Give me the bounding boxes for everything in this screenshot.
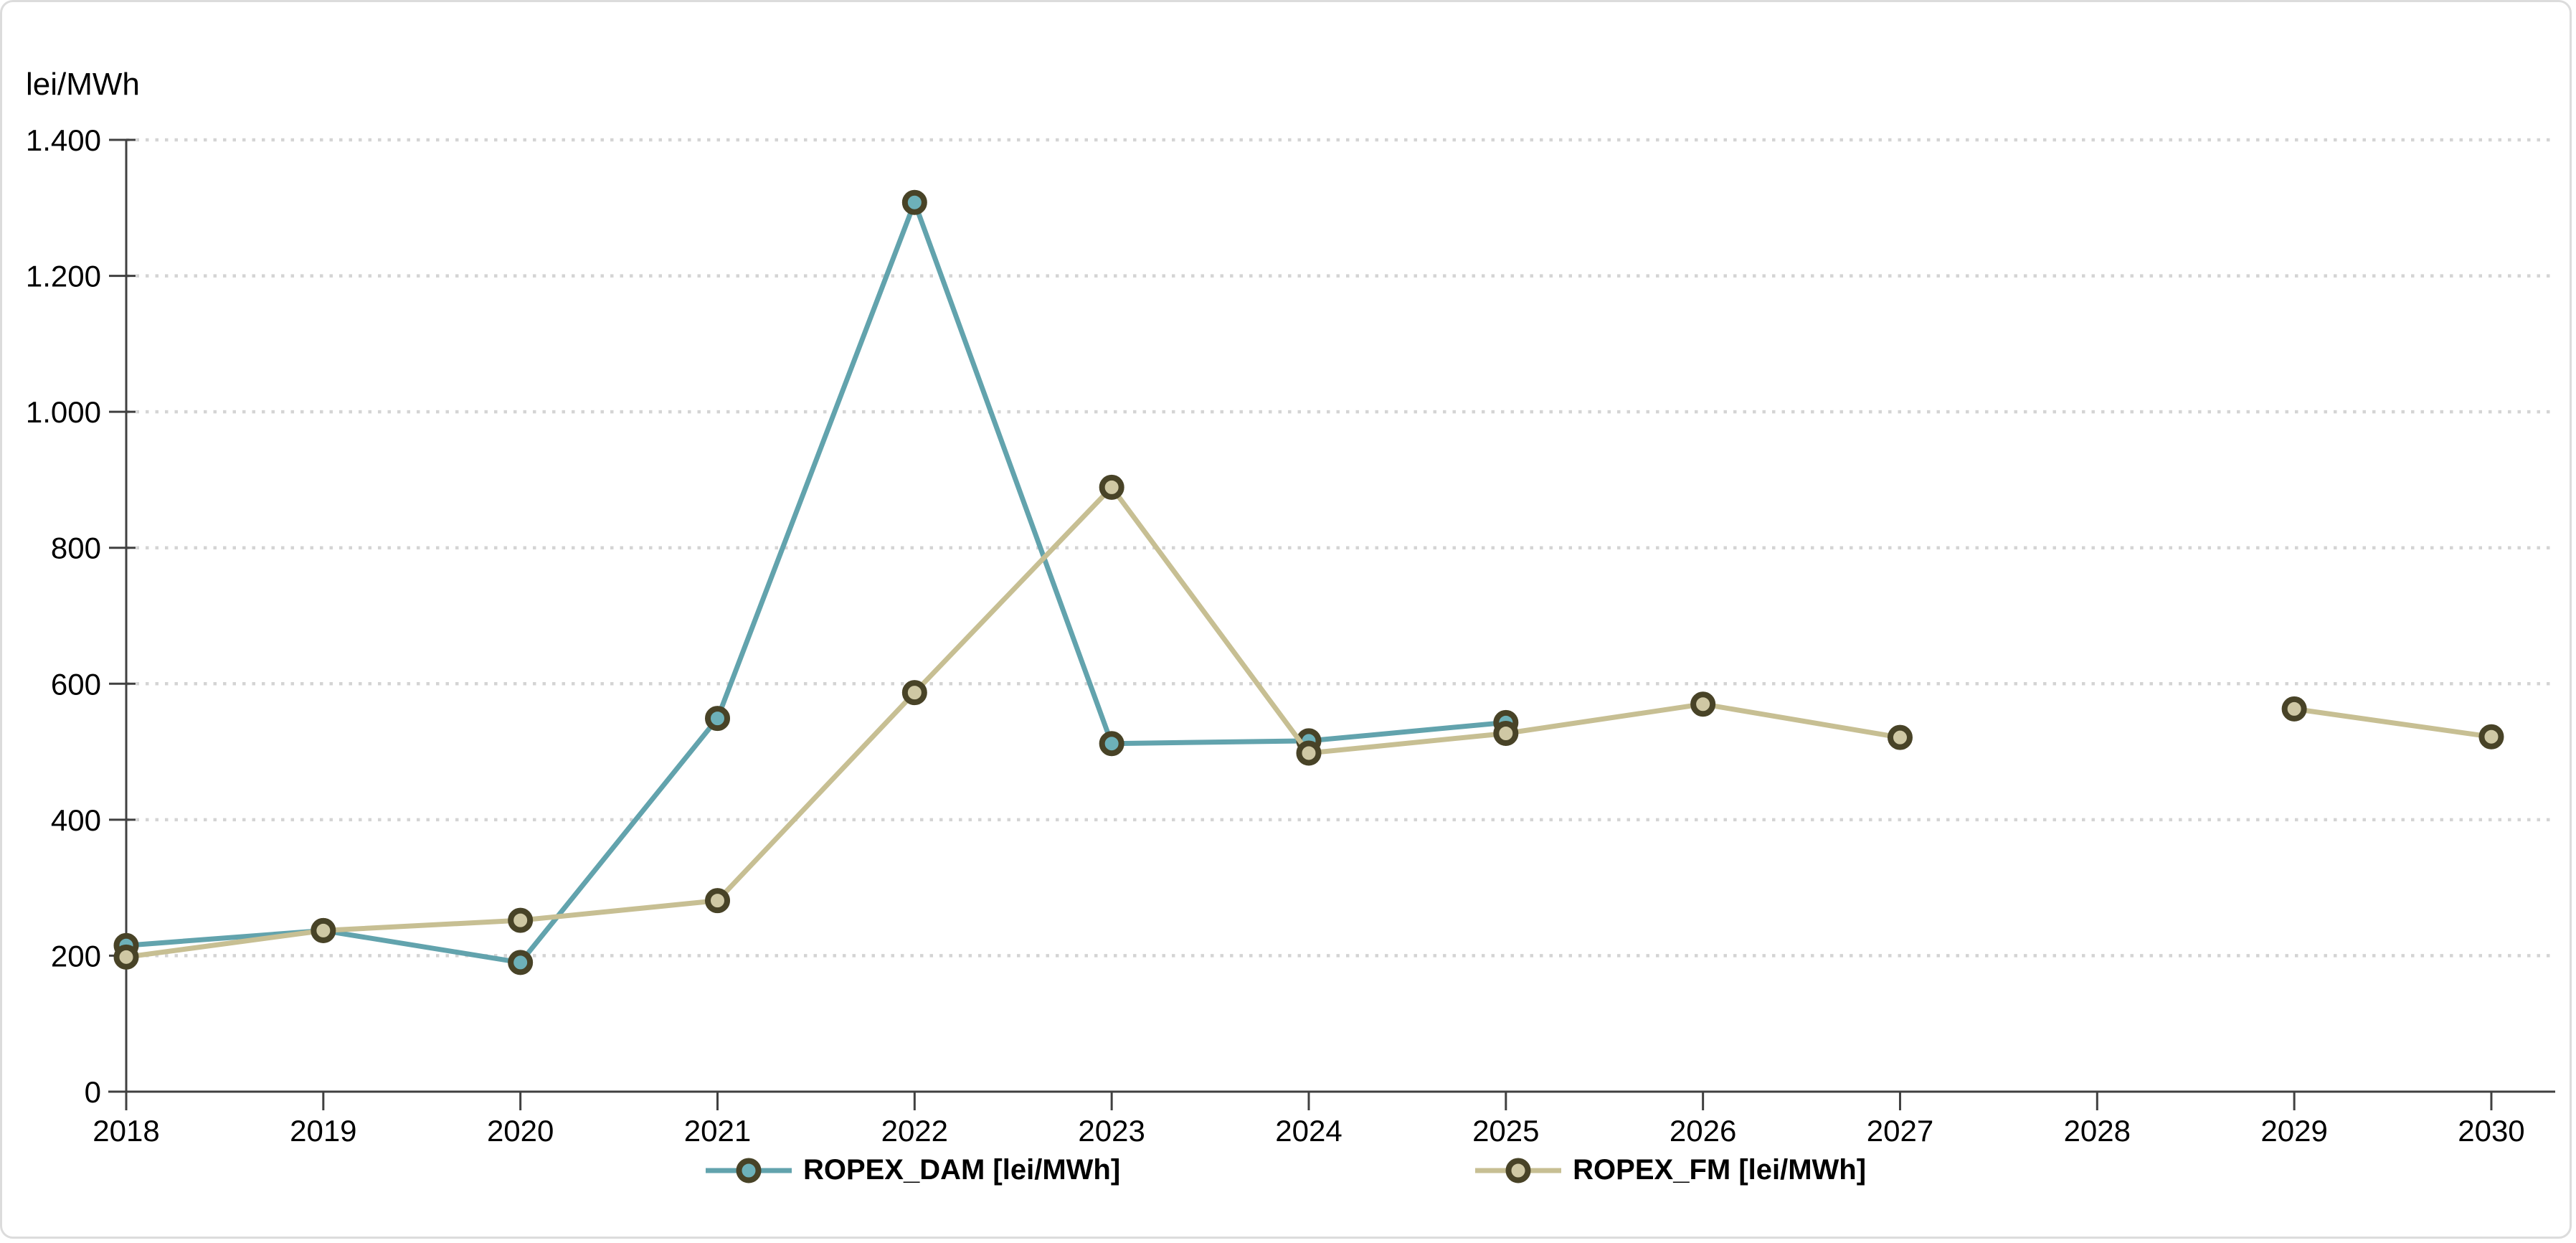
y-tick-label: 1.200 xyxy=(26,260,101,293)
data-point-ropex_fm-2027 xyxy=(1887,724,1913,750)
legend-label-ropex-dam: ROPEX_DAM [lei/MWh] xyxy=(802,1154,1121,1186)
y-tick-label: 600 xyxy=(51,667,101,701)
x-tick-label: 2020 xyxy=(487,1114,554,1148)
y-tick-label: 200 xyxy=(51,939,101,973)
data-point-ropex_fm-2021 xyxy=(704,888,730,914)
data-point-ropex_dam-2023 xyxy=(1099,731,1124,757)
data-point-ropex_dam-2022 xyxy=(901,189,927,215)
series-line-ropex_fm xyxy=(126,483,1901,960)
data-point-ropex_fm-2019 xyxy=(311,917,336,943)
y-tick-label: 1.000 xyxy=(26,395,101,429)
x-tick-label: 2021 xyxy=(684,1114,751,1148)
x-tick-label: 2026 xyxy=(1670,1114,1736,1148)
x-tick-label: 2027 xyxy=(1867,1114,1933,1148)
y-axis-unit-label: lei/MWh xyxy=(26,67,140,102)
data-point-ropex_fm-2020 xyxy=(508,907,534,933)
data-point-ropex_dam-2021 xyxy=(704,706,730,732)
x-tick-label: 2018 xyxy=(93,1114,159,1148)
data-point-ropex_fm-2024 xyxy=(1296,740,1322,766)
x-tick-label: 2022 xyxy=(881,1114,948,1148)
x-tick-label: 2030 xyxy=(2458,1114,2524,1148)
data-point-ropex_fm-2018 xyxy=(113,944,139,970)
chart-legend: ROPEX_DAM [lei/MWh] ROPEX_FM [lei/MWh] xyxy=(2,1154,2570,1186)
legend-label-ropex-fm: ROPEX_FM [lei/MWh] xyxy=(1573,1154,1867,1186)
series-line-ropex_fm xyxy=(2293,706,2492,739)
x-tick-label: 2019 xyxy=(290,1114,356,1148)
data-point-ropex_fm-2026 xyxy=(1690,691,1716,717)
y-tick-label: 400 xyxy=(51,803,101,837)
legend-marker-ropex-fm-icon xyxy=(1475,1158,1562,1183)
legend-marker-ropex-dam-icon xyxy=(705,1158,792,1183)
y-tick-label: 1.400 xyxy=(26,123,101,157)
legend-item-ropex-fm: ROPEX_FM [lei/MWh] xyxy=(1475,1154,1866,1186)
x-tick-label: 2029 xyxy=(2260,1114,2327,1148)
series-line-ropex_dam xyxy=(126,195,1507,965)
data-point-ropex_fm-2022 xyxy=(901,680,927,706)
data-point-ropex_fm-2025 xyxy=(1493,720,1519,746)
data-point-ropex_fm-2030 xyxy=(2478,724,2504,750)
y-tick-label: 800 xyxy=(51,531,101,565)
x-tick-label: 2024 xyxy=(1275,1114,1342,1148)
data-point-ropex_fm-2029 xyxy=(2281,696,2307,722)
data-point-ropex_dam-2020 xyxy=(508,950,534,975)
data-point-ropex_fm-2023 xyxy=(1099,474,1124,500)
legend-item-ropex-dam: ROPEX_DAM [lei/MWh] xyxy=(705,1154,1121,1186)
x-tick-label: 2028 xyxy=(2064,1114,2131,1148)
x-tick-label: 2025 xyxy=(1472,1114,1539,1148)
y-tick-label: 0 xyxy=(85,1075,101,1109)
x-tick-label: 2023 xyxy=(1078,1114,1145,1148)
